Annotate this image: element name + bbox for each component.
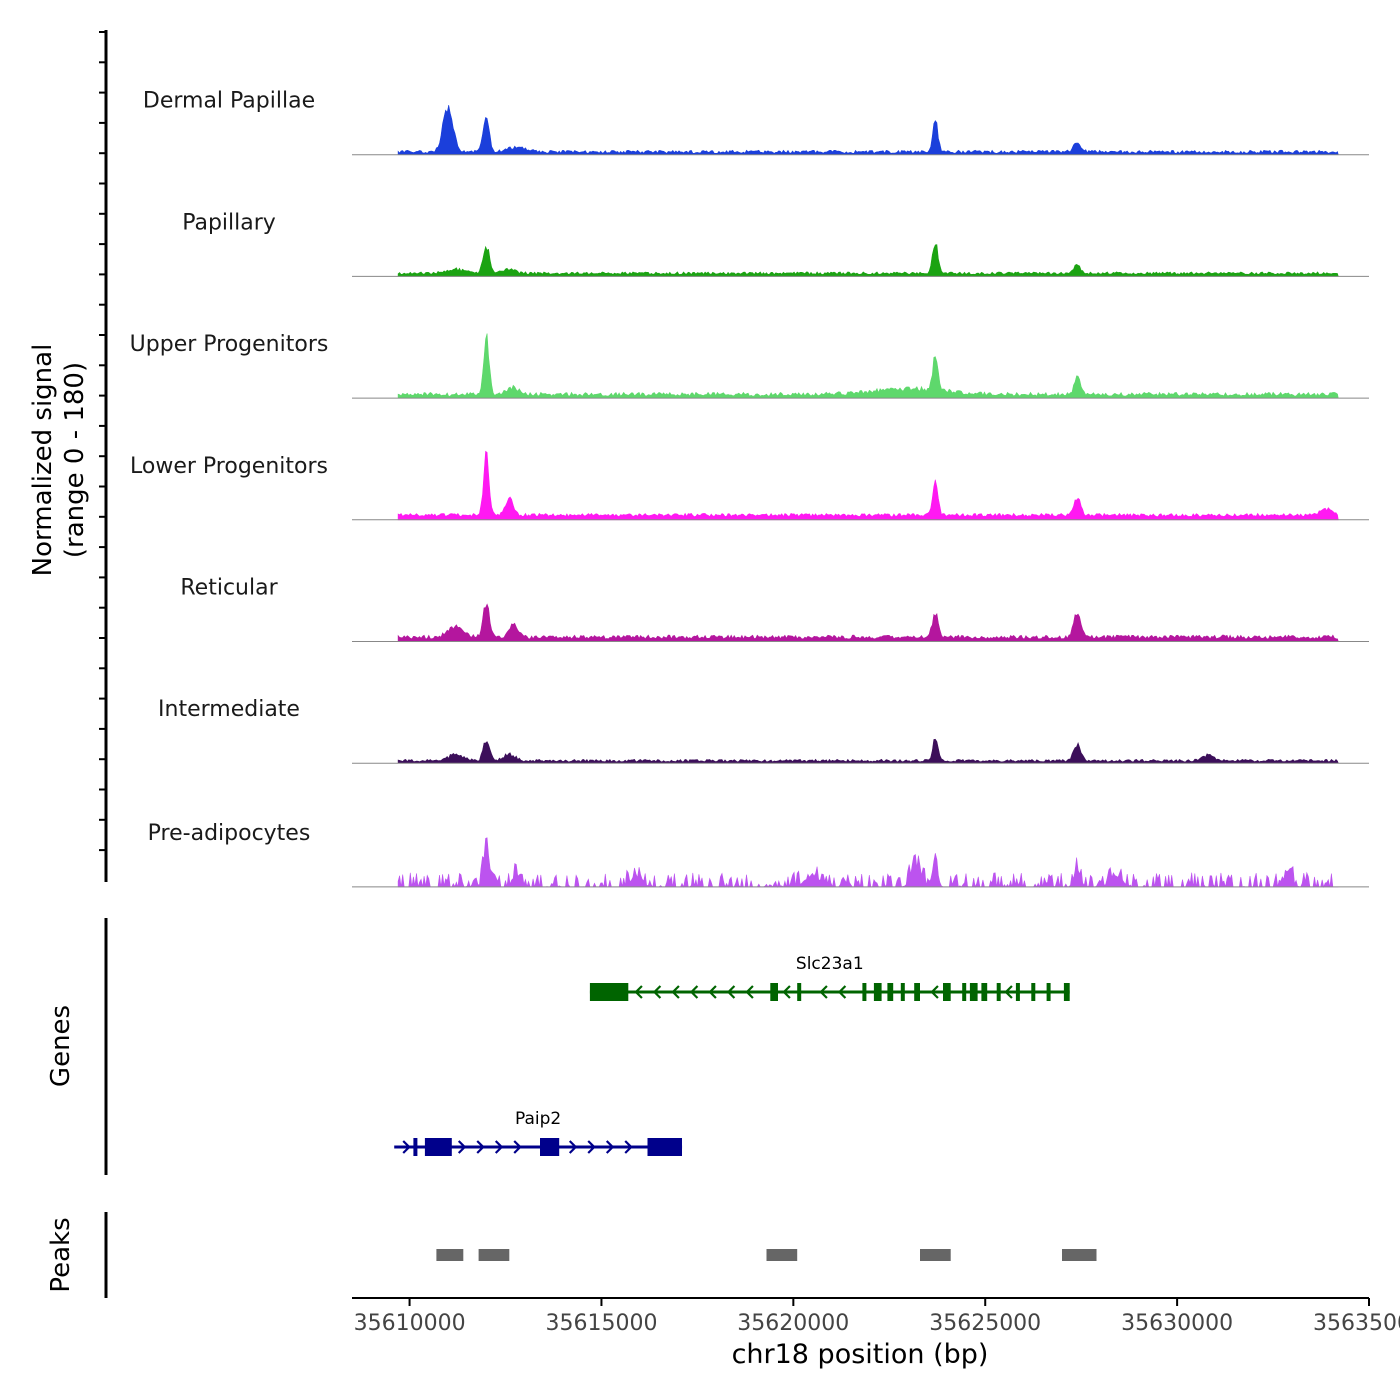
- strand-arrow: [605, 1140, 615, 1154]
- exon: [413, 1138, 418, 1156]
- track-label: Upper Progenitors: [130, 332, 329, 357]
- track-label: Pre-adipocytes: [148, 821, 311, 846]
- strand-arrow: [745, 985, 754, 999]
- strand-arrow: [726, 985, 736, 999]
- gene-label: Slc23a1: [796, 954, 864, 974]
- track-label: Dermal Papillae: [143, 89, 315, 114]
- strand-arrow: [1004, 985, 1013, 999]
- exon: [900, 983, 905, 1001]
- gene-paip2: Paip2: [394, 1109, 683, 1156]
- x-tick-label: 35615000: [546, 1311, 658, 1336]
- exon: [962, 983, 967, 1001]
- coverage-area: [397, 738, 1339, 764]
- strand-arrow: [819, 985, 828, 999]
- exon: [862, 983, 867, 1001]
- coverage-area: [397, 603, 1339, 642]
- exon: [981, 983, 988, 1001]
- peak-region: [436, 1249, 464, 1261]
- x-tick-label: 35625000: [929, 1311, 1041, 1336]
- exon: [887, 983, 894, 1001]
- x-tick-label: 35610000: [354, 1311, 466, 1336]
- strand-arrow: [689, 985, 699, 999]
- track-label: Intermediate: [158, 697, 300, 722]
- coverage-area: [397, 450, 1339, 521]
- track-pre-adipocytes: Pre-adipocytes: [148, 821, 1369, 889]
- peak-region: [920, 1249, 951, 1261]
- gene-slc23a1: Slc23a1: [589, 954, 1070, 1001]
- track-label: Lower Progenitors: [130, 454, 328, 479]
- signal-tracks: Dermal Papillae Papillary Upper Progenitor…: [130, 89, 1369, 889]
- strand-arrow: [634, 985, 643, 999]
- gene-label: Paip2: [515, 1109, 561, 1129]
- exon: [969, 983, 978, 1001]
- track-papillary: Papillary: [182, 210, 1369, 277]
- exon: [873, 983, 882, 1001]
- exon: [1031, 983, 1036, 1001]
- coverage-area: [397, 244, 1339, 277]
- track-lower-progenitors: Lower Progenitors: [130, 450, 1369, 521]
- peaks-track-title: Peaks: [46, 1217, 76, 1292]
- x-tick-label: 35620000: [737, 1311, 849, 1336]
- track-reticular: Reticular: [180, 576, 1369, 642]
- strand-arrow: [494, 1140, 504, 1154]
- strand-arrow: [671, 985, 680, 999]
- strand-arrow: [782, 985, 791, 999]
- strand-arrow: [587, 1140, 596, 1154]
- strand-arrow: [476, 1140, 485, 1154]
- strand-arrow: [652, 985, 662, 999]
- x-axis-ticks: 35610000 35615000 35620000 35625000 35630000…: [354, 1298, 1400, 1336]
- peak-region: [478, 1249, 510, 1261]
- strand-arrow: [457, 1140, 467, 1154]
- x-tick-label: 35635000: [1313, 1311, 1400, 1336]
- strand-arrow: [624, 1140, 633, 1154]
- strand-arrow: [513, 1140, 522, 1154]
- exon: [1015, 983, 1020, 1001]
- exon: [797, 983, 802, 1001]
- coverage-area: [397, 333, 1339, 399]
- peak-region: [1062, 1249, 1097, 1261]
- strand-arrow: [708, 985, 717, 999]
- exon: [996, 983, 1001, 1001]
- strand-arrow: [837, 985, 847, 999]
- x-axis-title: chr18 position (bp): [732, 1339, 989, 1370]
- exon: [914, 983, 920, 1001]
- gene-track: Slc23a1 Paip2: [394, 954, 1070, 1156]
- x-tick-label: 35630000: [1121, 1311, 1233, 1336]
- track-label: Papillary: [182, 210, 276, 235]
- track-intermediate: Intermediate: [158, 697, 1369, 764]
- exon: [943, 983, 951, 1001]
- exon: [770, 983, 778, 1001]
- exon: [647, 1138, 682, 1156]
- strand-arrow: [402, 1140, 411, 1154]
- signal-y-axis-ticks: [99, 31, 106, 852]
- coverage-area: [397, 104, 1339, 155]
- coverage-area: [397, 837, 1339, 889]
- exon: [1046, 983, 1051, 1001]
- exon: [1063, 983, 1070, 1001]
- y-axis-title-line1: Normalized signal: [28, 344, 58, 577]
- exon: [589, 983, 629, 1001]
- y-axis-title-line2: (range 0 - 180): [60, 362, 90, 558]
- track-label: Reticular: [180, 576, 278, 601]
- exon: [424, 1138, 452, 1156]
- track-upper-progenitors: Upper Progenitors: [130, 332, 1369, 399]
- track-dermal-papillae: Dermal Papillae: [143, 89, 1369, 156]
- exon: [540, 1138, 560, 1156]
- strand-arrow: [930, 985, 939, 999]
- peaks-track: [436, 1249, 1097, 1261]
- strand-arrow: [568, 1140, 578, 1154]
- peak-region: [766, 1249, 798, 1261]
- genes-track-title: Genes: [46, 1005, 76, 1087]
